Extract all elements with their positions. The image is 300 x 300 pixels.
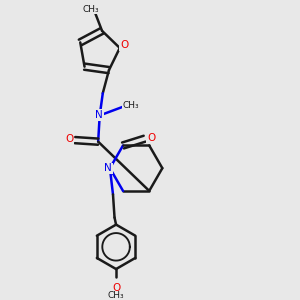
Text: N: N bbox=[95, 110, 103, 120]
Text: CH₃: CH₃ bbox=[122, 101, 139, 110]
Text: CH₃: CH₃ bbox=[83, 5, 100, 14]
Text: O: O bbox=[112, 283, 120, 292]
Text: N: N bbox=[104, 164, 112, 173]
Text: CH₃: CH₃ bbox=[108, 291, 124, 300]
Text: O: O bbox=[65, 134, 74, 144]
Text: O: O bbox=[147, 133, 155, 143]
Text: O: O bbox=[120, 40, 128, 50]
